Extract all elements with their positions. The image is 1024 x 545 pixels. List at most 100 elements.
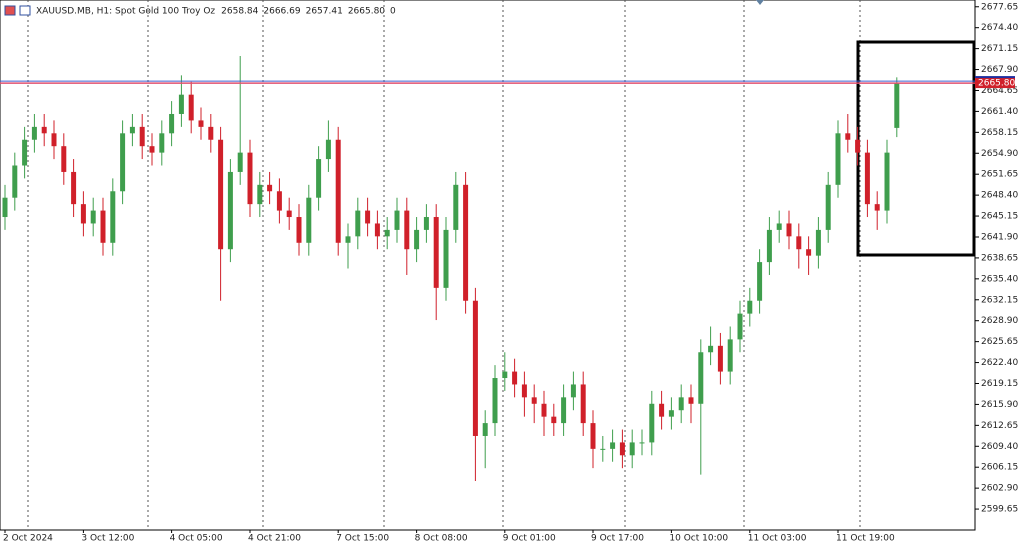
x-tick-label: 10 Oct 10:00	[669, 534, 728, 544]
candle-body	[619, 442, 625, 456]
candle-body	[365, 210, 371, 224]
candle-body	[864, 152, 870, 205]
candle-body	[286, 210, 292, 218]
y-tick-label: 2674.40	[981, 23, 1018, 33]
candle-body	[345, 236, 351, 243]
y-tick-label: 2641.90	[981, 232, 1018, 242]
y-tick-label: 2612.65	[981, 421, 1018, 431]
candle-body	[149, 146, 155, 153]
candle-body	[90, 210, 96, 224]
y-tick-label: 2667.90	[981, 65, 1018, 75]
candle-body	[12, 165, 18, 198]
y-tick-label: 2635.40	[981, 274, 1018, 284]
symbol-icon	[4, 5, 16, 16]
y-tick-label: 2632.15	[981, 295, 1018, 305]
y-tick-label: 2602.90	[981, 484, 1018, 494]
candle-body	[815, 229, 821, 256]
candle-body	[178, 94, 184, 114]
candle-body	[208, 126, 214, 140]
candle-body	[512, 371, 518, 385]
candle-body	[169, 113, 175, 134]
y-tick-label: 2615.90	[981, 400, 1018, 410]
y-tick-label: 2625.65	[981, 337, 1018, 347]
y-tick-label: 2638.65	[981, 253, 1018, 263]
candle-body	[237, 152, 243, 172]
candle-body	[610, 442, 616, 449]
candle-body	[198, 120, 204, 127]
price-marker-label: 2665.80	[978, 79, 1015, 89]
candle-body	[159, 133, 165, 153]
ohlc-label: 2657.41	[306, 7, 343, 17]
candle-body	[374, 223, 380, 237]
candle-body	[335, 139, 341, 243]
y-tick-label: 2658.15	[981, 128, 1018, 138]
candle-body	[2, 197, 8, 218]
candle-body	[316, 159, 322, 198]
candle-body	[629, 442, 635, 456]
candle-body	[453, 184, 459, 230]
candle-body	[580, 384, 586, 424]
candle-body	[747, 300, 753, 314]
x-tick-label: 9 Oct 01:00	[503, 534, 556, 544]
candle-body	[737, 313, 743, 340]
x-tick-label: 8 Oct 08:00	[415, 534, 468, 544]
x-tick-label: 4 Oct 21:00	[248, 534, 301, 544]
y-tick-label: 2654.90	[981, 149, 1018, 159]
candle-body	[110, 191, 116, 243]
price-marker	[975, 77, 1015, 89]
candle-body	[61, 146, 67, 172]
candle-body	[463, 184, 469, 301]
ohlc-label: 2666.69	[263, 7, 300, 17]
candle-body	[600, 448, 606, 450]
candle-body	[561, 397, 567, 424]
candle-body	[551, 416, 557, 424]
candle-body	[835, 133, 841, 185]
symbol-icon	[19, 5, 31, 16]
candle-body	[708, 345, 714, 353]
y-tick-label: 2599.65	[981, 505, 1018, 515]
candle-body	[884, 152, 890, 211]
candle-body	[766, 229, 772, 263]
candle-body	[668, 410, 674, 417]
candle-body	[355, 210, 361, 237]
candle-body	[855, 139, 861, 153]
candle-body	[521, 384, 527, 398]
candle-body	[541, 403, 547, 417]
candle-body	[80, 204, 86, 224]
candle-body	[639, 442, 645, 444]
y-tick-label: 2664.65	[981, 86, 1018, 96]
candle-body	[433, 217, 439, 288]
candle-body	[296, 217, 302, 243]
candle-body	[51, 133, 57, 147]
candle-body	[649, 403, 655, 443]
candle-body	[727, 339, 733, 372]
y-tick-label: 2671.15	[981, 44, 1018, 54]
candle-body	[41, 126, 47, 134]
y-tick-label: 2661.40	[981, 107, 1018, 117]
candle-body	[482, 423, 488, 436]
candle-body	[894, 83, 900, 128]
candle-body	[306, 197, 312, 243]
y-tick-label: 2651.65	[981, 170, 1018, 180]
candle-body	[570, 384, 576, 398]
candle-body	[492, 378, 498, 424]
y-tick-label: 2622.40	[981, 358, 1018, 368]
x-tick-label: 9 Oct 17:00	[591, 534, 644, 544]
candle-body	[502, 371, 508, 379]
candle-body	[100, 210, 106, 243]
price-marker-edge	[975, 76, 1015, 79]
y-tick-label: 2609.40	[981, 442, 1018, 452]
candle-body	[22, 139, 28, 166]
candle-body	[698, 352, 704, 404]
candle-body	[247, 152, 253, 205]
candle-body	[129, 126, 135, 134]
candle-body	[267, 184, 273, 192]
symbol-label: XAUUSD.MB, H1: Spot Gold 100 Troy Oz	[36, 7, 215, 17]
candle-body	[71, 171, 77, 205]
candle-body	[325, 139, 331, 160]
candle-body	[139, 126, 145, 147]
volume-label: 0	[390, 7, 396, 17]
candle-body	[531, 397, 537, 404]
shift-marker	[756, 0, 764, 5]
